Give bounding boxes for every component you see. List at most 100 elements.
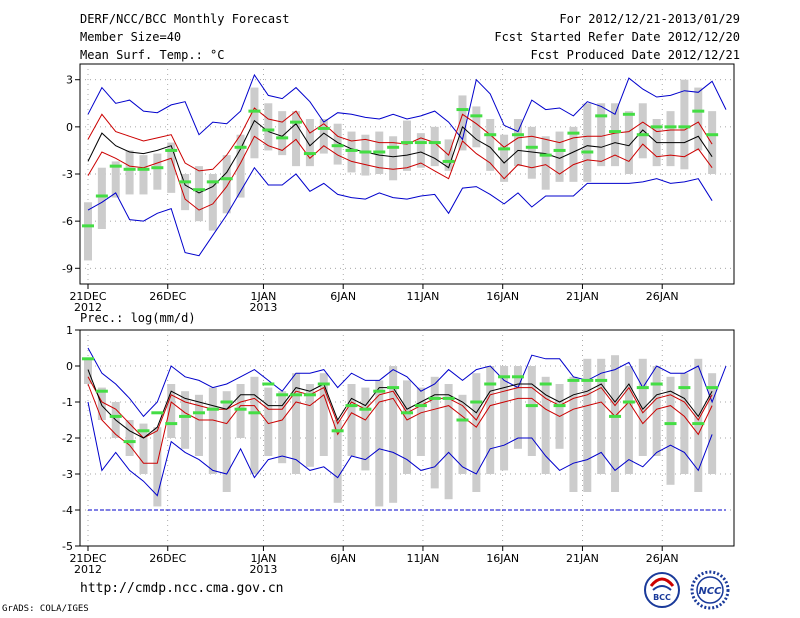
spread-box <box>389 366 398 503</box>
spread-box <box>611 103 620 167</box>
x-tick-label: 16JAN <box>486 552 519 565</box>
spread-box <box>472 373 481 492</box>
source-url[interactable]: http://cmdp.ncc.cma.gov.cn <box>80 581 284 596</box>
x-tick-label: 21JAN <box>566 552 599 565</box>
spread-box <box>139 423 148 474</box>
spread-box <box>694 87 703 151</box>
spread-box <box>236 384 245 438</box>
y-tick-label: -2 <box>62 432 73 445</box>
spread-box <box>278 111 287 156</box>
y-tick-label: 0 <box>66 121 73 134</box>
spread-box <box>694 358 703 492</box>
y-tick-label: -1 <box>62 396 73 409</box>
x-tick-label: 21DEC <box>69 552 106 565</box>
spread-box <box>194 394 203 456</box>
y-tick-label: 0 <box>66 360 73 373</box>
member-size-label: Member Size=40 <box>80 30 182 44</box>
spread-box <box>153 153 162 190</box>
spread-box <box>278 391 287 464</box>
spread-box <box>347 131 356 173</box>
y-tick-label: 1 <box>66 324 73 337</box>
spread-box <box>319 373 328 456</box>
spread-box <box>250 87 259 159</box>
x-tick-label: 21DEC <box>69 290 106 303</box>
spread-box <box>167 142 176 193</box>
spread-box <box>361 387 370 471</box>
series-line-upper <box>87 107 713 172</box>
series-line-upper <box>87 376 713 439</box>
spread-box <box>486 366 495 474</box>
series-line-min <box>87 401 713 497</box>
spread-box <box>444 384 453 500</box>
series-line-mean <box>87 369 713 439</box>
series-line-max <box>87 73 727 141</box>
series-line-min <box>87 166 713 257</box>
spread-box <box>250 376 259 474</box>
spread-box <box>486 119 495 171</box>
x-tick-label: 16JAN <box>486 290 519 303</box>
spread-box <box>125 150 134 195</box>
y-tick-label: -5 <box>62 540 73 553</box>
x-tick-label: 21JAN <box>566 290 599 303</box>
spread-box <box>430 376 439 489</box>
spread-box <box>292 111 301 167</box>
spread-box <box>97 387 106 420</box>
y-tick-label: -4 <box>62 504 73 517</box>
spread-box <box>84 202 92 261</box>
spread-box <box>583 103 592 182</box>
spread-box <box>666 376 675 485</box>
x-tick-label: 11JAN <box>407 552 440 565</box>
spread-box <box>305 384 314 467</box>
series-line-lower <box>87 383 713 464</box>
spread-box <box>236 134 245 198</box>
spread-box <box>500 134 509 182</box>
spread-box <box>666 111 675 167</box>
spread-box <box>389 136 398 181</box>
spread-box <box>84 358 92 384</box>
spread-box <box>139 155 148 195</box>
spread-box <box>541 136 550 190</box>
spread-box <box>333 123 342 165</box>
x-tick-label: 26JAN <box>646 552 679 565</box>
spread-box <box>403 120 411 171</box>
spread-box <box>167 384 176 438</box>
spread-box <box>597 358 606 474</box>
spread-box <box>513 366 522 449</box>
spread-box <box>319 119 328 154</box>
spread-box <box>375 380 384 507</box>
x-tick-label: 1JAN <box>251 290 277 303</box>
spread-box <box>458 95 467 151</box>
spread-box <box>181 391 190 449</box>
spread-box <box>292 373 301 474</box>
y-tick-label: -6 <box>62 215 73 228</box>
fcst-produced-label: Fcst Produced Date 2012/12/21 <box>530 48 740 62</box>
y-tick-label: -9 <box>62 262 73 275</box>
spread-box <box>194 166 203 222</box>
spread-box <box>541 376 550 474</box>
spread-box <box>680 373 689 474</box>
spread-box <box>569 126 578 182</box>
x-tick-label: 11JAN <box>407 290 440 303</box>
precipitation-variable-label: Prec.: log(mm/d) <box>80 311 196 325</box>
spread-box <box>208 174 217 231</box>
series-line-lower <box>87 135 713 211</box>
x-tick-label: 1JAN <box>251 552 277 565</box>
spread-box <box>527 126 536 179</box>
spread-box <box>416 133 425 168</box>
fcst-started-label: Fcst Started Refer Date 2012/12/20 <box>494 30 740 44</box>
spread-box <box>472 106 481 148</box>
spread-box <box>611 355 620 492</box>
chart-title: DERF/NCC/BCC Monthly Forecast <box>80 12 290 26</box>
spread-box <box>583 358 592 492</box>
spread-box <box>222 391 231 492</box>
spread-box <box>708 111 717 174</box>
spread-box <box>403 380 411 474</box>
spread-box <box>500 366 509 471</box>
spread-box <box>305 119 314 167</box>
y-tick-label: -3 <box>62 468 73 481</box>
spread-box <box>624 111 633 174</box>
spread-box <box>569 376 578 492</box>
